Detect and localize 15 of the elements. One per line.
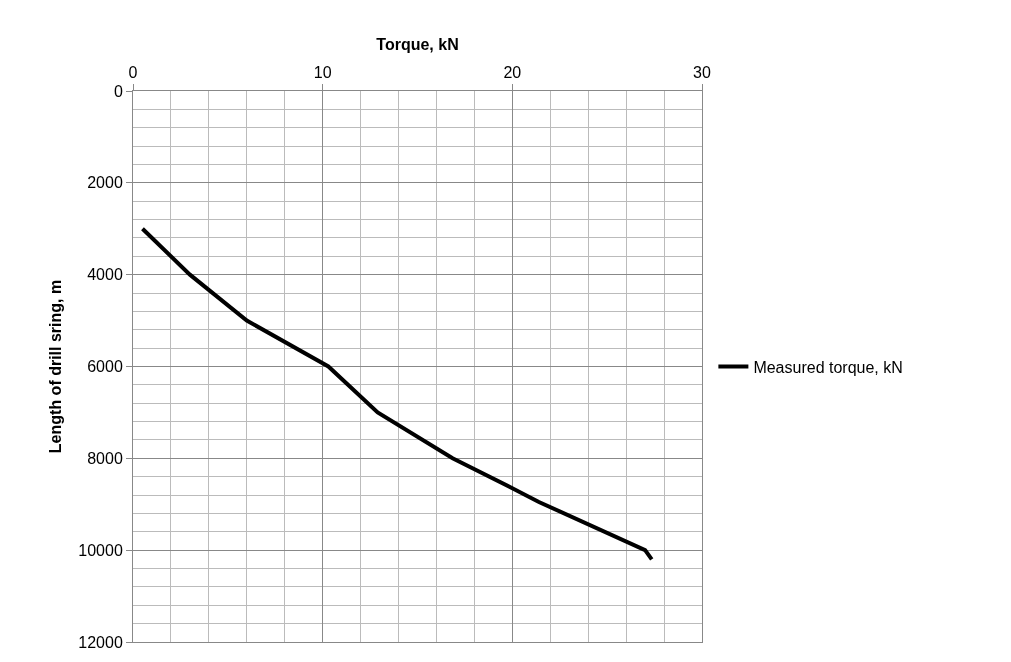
y-tick-label: 12000 [78, 633, 123, 651]
x-tick-label: 0 [128, 63, 138, 81]
y-tick-label: 0 [113, 82, 123, 100]
x-tick-label: 20 [503, 63, 522, 81]
y-axis-title: Length of drill sring, m [47, 279, 65, 454]
x-tick-label: 10 [313, 63, 332, 81]
y-tick-label: 6000 [87, 358, 123, 376]
y-tick-label: 10000 [78, 541, 123, 559]
y-tick-label: 8000 [87, 449, 123, 467]
y-tick-label: 2000 [87, 174, 123, 192]
y-tick-label: 4000 [87, 266, 123, 284]
line-series [140, 226, 654, 562]
x-axis-title: Torque, kN [376, 36, 459, 54]
x-tick-label: 30 [693, 63, 711, 81]
legend-label: Measured torque, kN [753, 358, 903, 376]
